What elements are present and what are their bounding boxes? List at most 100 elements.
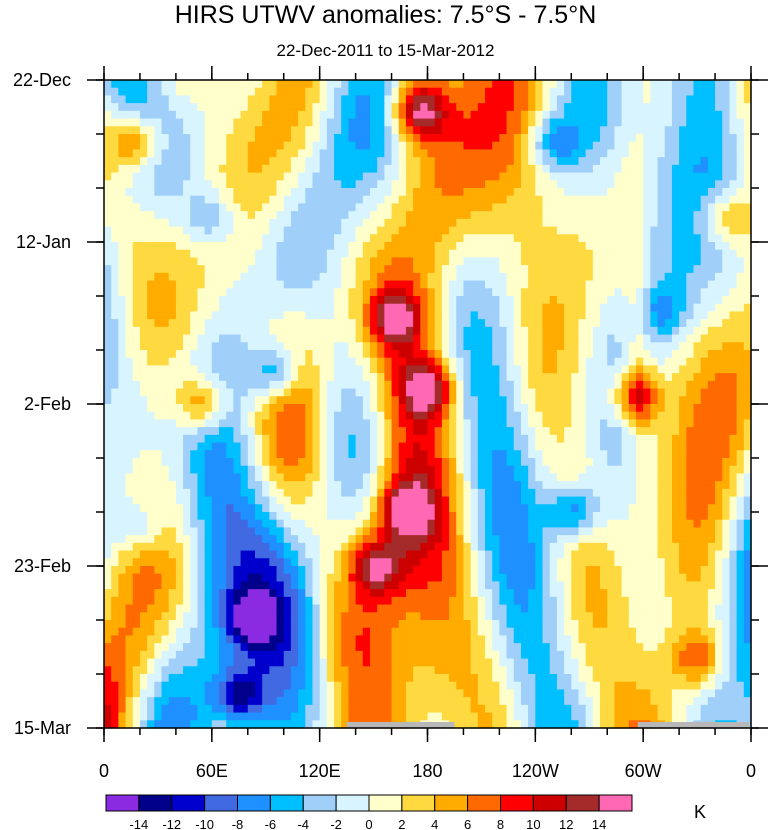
heatmap-cell [600, 265, 608, 274]
heatmap-cell [456, 249, 465, 259]
heatmap-cell [298, 357, 306, 367]
heatmap-cell [643, 188, 651, 197]
heatmap-cell [549, 319, 558, 328]
heatmap-cell [736, 488, 745, 498]
heatmap-cell [190, 342, 199, 351]
heatmap-cell [334, 488, 342, 498]
heatmap-cell [319, 188, 328, 197]
heatmap-cell [722, 334, 731, 343]
heatmap-cell [398, 311, 407, 320]
heatmap-cell [283, 172, 292, 181]
heatmap-cell [161, 504, 170, 513]
heatmap-cell [420, 380, 429, 390]
heatmap-cell [657, 149, 666, 158]
heatmap-cell [736, 288, 745, 297]
heatmap-cell [175, 450, 184, 459]
heatmap-cell [175, 288, 184, 297]
heatmap-cell [369, 265, 378, 274]
heatmap-cell [312, 504, 321, 513]
heatmap-cell [715, 427, 723, 436]
heatmap-cell [240, 95, 249, 104]
heatmap-cell [413, 80, 421, 89]
heatmap-cell [211, 141, 220, 151]
heatmap-cell [427, 234, 436, 243]
heatmap-cell [283, 388, 292, 397]
heatmap-cell [362, 504, 371, 513]
heatmap-cell [226, 373, 235, 382]
heatmap-cell [729, 450, 738, 459]
heatmap-cell [434, 442, 443, 451]
heatmap-cell [635, 195, 644, 205]
heatmap-cell [283, 218, 292, 228]
heatmap-cell [391, 404, 400, 413]
heatmap-cell [125, 296, 134, 305]
heatmap-cell [204, 319, 213, 328]
heatmap-cell [226, 473, 235, 482]
heatmap-cell [413, 141, 421, 151]
heatmap-cell [334, 473, 342, 482]
heatmap-cell [657, 95, 666, 104]
heatmap-cell [132, 280, 141, 289]
heatmap-cell [384, 465, 393, 475]
heatmap-cell [204, 350, 213, 359]
heatmap-cell [341, 319, 350, 328]
heatmap-cell [369, 80, 378, 89]
heatmap-cell [528, 411, 536, 421]
heatmap-cell [650, 427, 659, 436]
heatmap-cell [600, 434, 608, 444]
heatmap-cell [700, 396, 709, 405]
heatmap-cell [671, 195, 680, 205]
heatmap-cell [348, 319, 357, 328]
heatmap-cell [190, 172, 199, 181]
heatmap-cell [715, 118, 723, 127]
heatmap-cell [132, 272, 141, 282]
heatmap-cell [679, 103, 687, 112]
heatmap-cell [240, 218, 249, 228]
heatmap-cell [729, 404, 738, 413]
heatmap-cell [564, 319, 572, 328]
heatmap-cell [413, 496, 421, 505]
heatmap-cell [290, 157, 299, 166]
heatmap-cell [326, 280, 335, 289]
heatmap-cell [614, 226, 623, 235]
heatmap-cell [441, 226, 450, 235]
heatmap-cell [362, 427, 371, 436]
heatmap-cell [542, 95, 551, 104]
heatmap-cell [463, 334, 472, 343]
heatmap-cell [269, 311, 278, 320]
heatmap-cell [312, 211, 321, 220]
heatmap-cell [398, 357, 407, 367]
heatmap-cell [276, 87, 285, 97]
heatmap-cell [600, 141, 608, 151]
heatmap-cell [434, 380, 443, 390]
heatmap-cell [319, 149, 328, 158]
heatmap-cell [707, 319, 716, 328]
heatmap-cell [736, 272, 745, 282]
heatmap-cell [283, 110, 292, 120]
heatmap-cell [513, 419, 522, 428]
heatmap-cell [283, 296, 292, 305]
heatmap-cell [729, 126, 738, 135]
heatmap-cell [125, 303, 134, 313]
heatmap-cell [477, 242, 486, 251]
heatmap-cell [290, 319, 299, 328]
heatmap-cell [564, 272, 572, 282]
heatmap-cell [513, 450, 522, 459]
heatmap-cell [240, 272, 249, 282]
heatmap-cell [290, 365, 299, 374]
heatmap-cell [111, 164, 119, 174]
heatmap-cell [564, 203, 572, 212]
heatmap-cell [233, 296, 242, 305]
heatmap-cell [736, 481, 745, 490]
heatmap-cell [355, 388, 364, 397]
heatmap-cell [564, 211, 572, 220]
heatmap-cell [326, 388, 335, 397]
heatmap-cell [305, 326, 314, 336]
heatmap-cell [154, 257, 163, 266]
heatmap-cell [362, 110, 371, 120]
heatmap-cell [154, 80, 163, 89]
heatmap-cell [513, 211, 522, 220]
heatmap-cell [326, 234, 335, 243]
heatmap-cell [671, 172, 680, 181]
